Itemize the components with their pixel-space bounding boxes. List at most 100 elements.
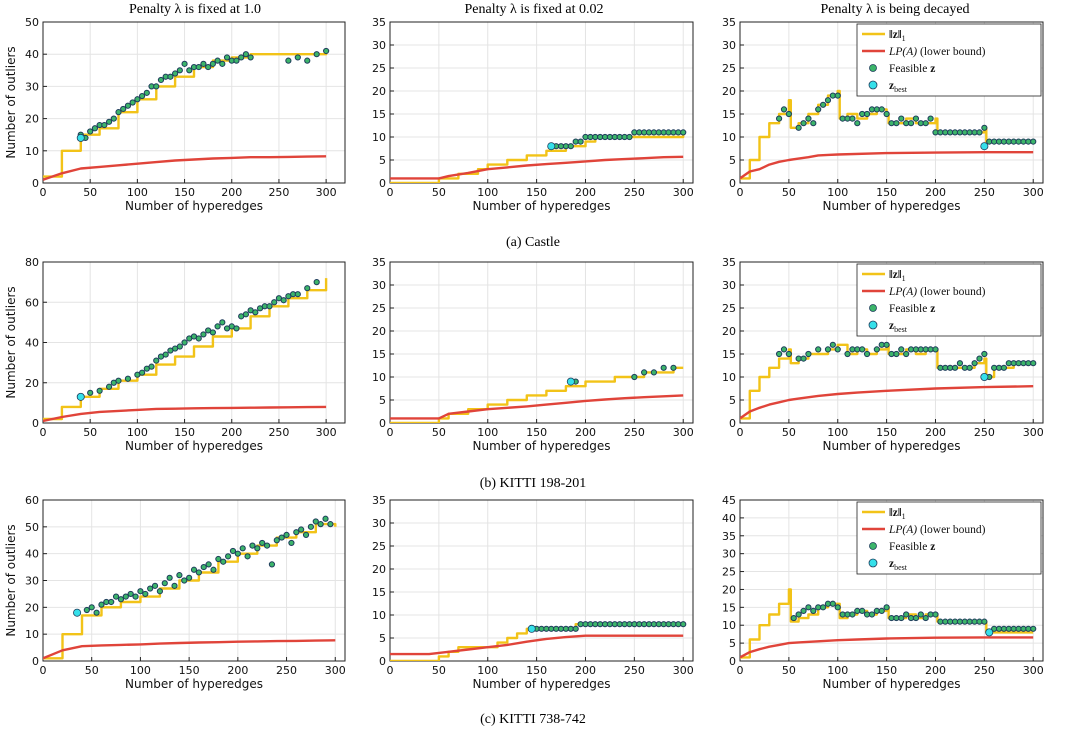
feasible-z-point <box>805 115 812 122</box>
x-tick-label: 0 <box>40 186 47 199</box>
series-group <box>740 341 1037 420</box>
x-tick-label: 50 <box>83 426 97 439</box>
x-tick-label: 50 <box>782 664 796 677</box>
x-tick-label: 150 <box>526 664 547 677</box>
y-tick-label: 20 <box>25 113 39 126</box>
feasible-z-point <box>898 346 905 353</box>
feasible-z-point <box>200 563 207 571</box>
legend: ‖z‖1 LP(A) (lower bound) Feasible z zbest <box>856 23 1042 97</box>
y-tick-label: 30 <box>722 548 736 561</box>
y-tick-label: 30 <box>372 279 386 292</box>
feasible-z-point <box>327 521 334 528</box>
y-tick-label: 35 <box>372 256 386 269</box>
x-tick-label: 300 <box>1023 664 1044 677</box>
y-tick-label: 0 <box>32 417 39 430</box>
feasible-z-point <box>917 611 924 618</box>
y-tick-label: 15 <box>372 108 386 121</box>
feasible-z-point <box>785 350 792 358</box>
y-tick-label: 10 <box>372 609 386 622</box>
feasible-z-point <box>631 373 638 381</box>
feasible-z-point <box>215 555 222 563</box>
x-tick-label: 150 <box>526 186 547 199</box>
column-titles: Penalty λ is fixed at 1.0 Penalty λ is f… <box>129 2 970 17</box>
y-axis-label: Number of outliers <box>4 286 18 398</box>
x-axis-label: Number of hyperedges <box>472 199 610 213</box>
legend-label-lp: LP(A) (lower bound) <box>888 524 986 536</box>
y-tick-label: 20 <box>372 325 386 338</box>
feasible-z-point <box>195 63 202 71</box>
z-best-point <box>566 377 575 386</box>
x-tick-label: 300 <box>673 426 694 439</box>
legend: ‖z‖1 LP(A) (lower bound) Feasible z zbest <box>856 263 1042 337</box>
row-caption-b: (b) KITTI 198-201 <box>480 476 587 491</box>
y-tick-label: 0 <box>379 417 386 430</box>
x-tick-label: 100 <box>827 664 848 677</box>
feasible-z-point <box>951 364 959 371</box>
feasible-z-point <box>129 99 136 106</box>
feasible-z-point <box>195 335 202 342</box>
legend-label-z1: ‖z‖1 <box>889 269 906 283</box>
feasible-z-point <box>200 60 207 67</box>
x-tick-label: 250 <box>276 664 297 677</box>
y-tick-label: 50 <box>25 16 39 29</box>
feasible-z-point <box>214 323 221 330</box>
feasible-z-point <box>143 89 150 96</box>
feasible-z-point <box>142 590 149 598</box>
feasible-z-point <box>288 539 295 547</box>
feasible-z-point <box>124 102 132 109</box>
panel-c3: 0 5 10 15 20 25 30 35 40 45 0 50 100 150 200 250 300 Numb… <box>722 494 1044 691</box>
x-tick-label: 300 <box>673 664 694 677</box>
x-tick-label: 150 <box>876 664 897 677</box>
feasible-z-point <box>247 54 254 61</box>
feasible-z-point <box>883 341 890 348</box>
x-tick-label: 300 <box>673 186 694 199</box>
feasible-z-point <box>234 550 241 557</box>
series-l1-norm-line <box>43 522 337 660</box>
feasible-z-point <box>153 357 160 364</box>
x-tick-label: 0 <box>40 664 47 677</box>
feasible-z-point <box>834 346 841 353</box>
legend-label-feasible: Feasible z <box>889 541 935 553</box>
feasible-z-point <box>878 607 885 615</box>
feasible-z-point <box>161 580 168 587</box>
y-tick-label: 40 <box>25 337 39 350</box>
series-group <box>390 621 687 661</box>
y-tick-label: 10 <box>372 131 386 144</box>
legend-swatch-feasible <box>869 304 877 312</box>
feasible-z-point <box>922 614 929 622</box>
x-tick-label: 100 <box>477 426 498 439</box>
feasible-z-point <box>577 138 584 145</box>
series-lp-lower-bound-line <box>390 394 684 420</box>
y-tick-label: 30 <box>372 39 386 52</box>
y-tick-label: 40 <box>25 548 39 561</box>
feasible-z-point <box>209 329 216 336</box>
feasible-z-point <box>242 51 250 58</box>
feasible-z-point <box>157 76 165 84</box>
feasible-z-point <box>205 561 212 568</box>
feasible-z-point <box>912 614 920 622</box>
x-tick-label: 250 <box>268 186 289 199</box>
feasible-z-point <box>903 611 910 618</box>
y-tick-label: 25 <box>722 302 736 315</box>
legend-box <box>856 23 1042 97</box>
x-tick-label: 200 <box>925 426 946 439</box>
series-lp-lower-bound-line <box>43 639 336 660</box>
feasible-z-point <box>898 115 905 122</box>
feasible-z-point <box>117 596 125 603</box>
y-tick-label: 10 <box>722 619 736 632</box>
y-tick-label: 10 <box>722 131 736 144</box>
feasible-z-point <box>153 83 160 90</box>
x-tick-label: 0 <box>737 664 744 677</box>
feasible-z-point <box>112 593 120 600</box>
feasible-z-point <box>115 109 122 116</box>
z-best-point <box>547 142 556 151</box>
feasible-z-point <box>172 70 179 77</box>
x-tick-label: 50 <box>85 664 99 677</box>
series-l1-norm-line <box>390 132 685 183</box>
feasible-z-point <box>304 285 311 292</box>
feasible-z-point <box>893 350 900 358</box>
feasible-z-point <box>88 604 95 611</box>
feasible-z-point <box>87 128 94 135</box>
feasible-z-point <box>120 105 127 113</box>
feasible-z-point <box>966 364 973 371</box>
